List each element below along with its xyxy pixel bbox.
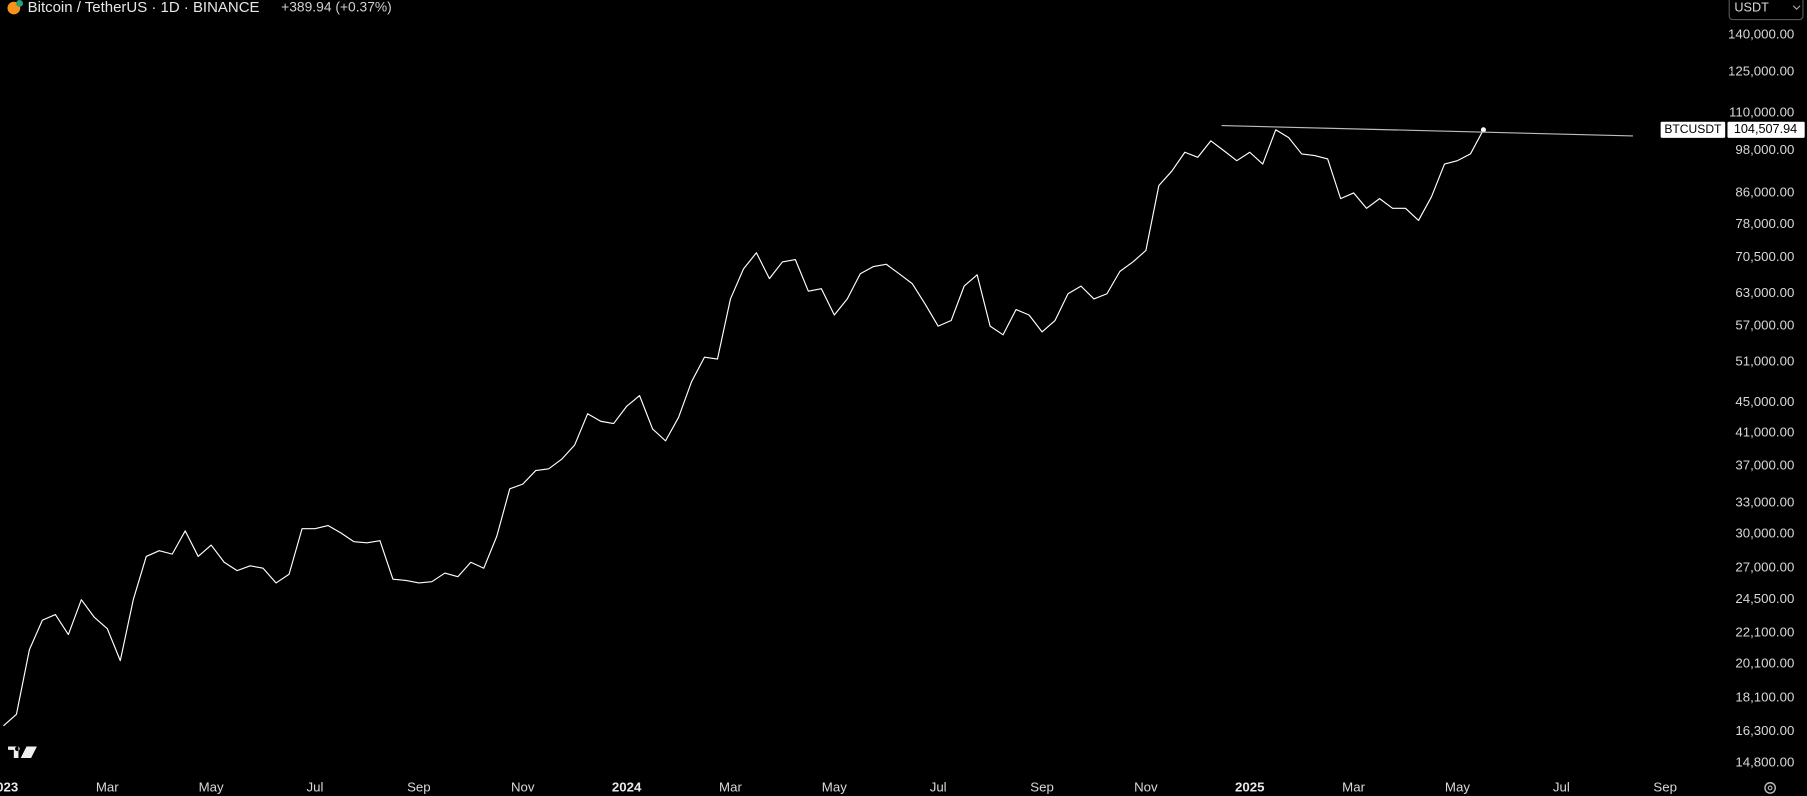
y-tick-label: 110,000.00 <box>1729 105 1794 120</box>
x-tick-label: 2023 <box>0 779 18 794</box>
y-tick-label: 41,000.00 <box>1735 424 1794 439</box>
x-tick-label: May <box>199 779 224 794</box>
trend-line <box>1221 124 1633 137</box>
y-tick-label: 20,100.00 <box>1735 655 1794 670</box>
x-tick-label: Sep <box>407 779 431 794</box>
y-tick-label: 57,000.00 <box>1735 318 1794 333</box>
x-tick-label: Nov <box>1134 779 1158 794</box>
x-tick-label: Sep <box>1030 779 1054 794</box>
last-price-badge <box>1727 121 1805 138</box>
currency-dropdown[interactable] <box>1728 0 1804 21</box>
tv-logo[interactable] <box>8 746 37 758</box>
y-tick-label: 63,000.00 <box>1735 285 1794 300</box>
y-tick-label: 33,000.00 <box>1735 495 1794 510</box>
last-price-dot <box>1480 127 1486 133</box>
y-tick-label: 27,000.00 <box>1735 560 1794 575</box>
y-tick-label: 78,000.00 <box>1735 216 1794 231</box>
y-tick-label: 16,300.00 <box>1735 723 1794 738</box>
y-tick-label: 98,000.00 <box>1735 142 1794 157</box>
y-tick-label: 140,000.00 <box>1728 27 1794 42</box>
y-tick-label: 30,000.00 <box>1735 526 1794 541</box>
x-tick-label: Nov <box>511 779 535 794</box>
price-line <box>3 129 1484 727</box>
y-tick-label: 14,800.00 <box>1735 754 1794 769</box>
dropdown-arrow <box>1792 5 1801 11</box>
settings-icon-center <box>1767 785 1773 791</box>
chart-title: Bitcoin / TetherUS · 1D · BINANCE <box>28 0 260 16</box>
y-tick-label: 37,000.00 <box>1735 458 1794 473</box>
y-tick-label: 18,100.00 <box>1735 689 1794 704</box>
x-tick-label: Jul <box>307 779 324 794</box>
y-tick-label: 86,000.00 <box>1735 184 1794 199</box>
symbol-badge <box>1660 121 1726 138</box>
y-tick-label: 125,000.00 <box>1728 63 1794 78</box>
currency-label: USDT <box>1734 0 1769 14</box>
y-tick-label: 24,500.00 <box>1735 591 1794 606</box>
x-tick-label: 2025 <box>1235 779 1264 794</box>
x-tick-label: 2024 <box>612 779 642 794</box>
x-tick-label: Mar <box>719 779 742 794</box>
price-change: +389.94 (+0.37%) <box>281 0 392 15</box>
x-tick-label: Mar <box>96 779 119 794</box>
last-price-label: 104,507.94 <box>1734 122 1797 136</box>
x-tick-label: May <box>822 779 847 794</box>
x-tick-label: Mar <box>1342 779 1365 794</box>
x-tick-label: May <box>1445 779 1470 794</box>
y-tick-label: 22,100.00 <box>1735 625 1794 640</box>
plot <box>3 127 1486 727</box>
symbol-label: BTCUSDT <box>1664 122 1722 136</box>
y-tick-label: 45,000.00 <box>1735 394 1794 409</box>
x-tick-label: Jul <box>1553 779 1570 794</box>
tether-icon <box>16 0 24 7</box>
settings-icon[interactable] <box>1764 782 1776 794</box>
x-tick-label: Jul <box>930 779 947 794</box>
y-tick-label: 70,500.00 <box>1735 249 1794 264</box>
x-tick-label: Sep <box>1653 779 1677 794</box>
y-tick-label: 51,000.00 <box>1735 354 1794 369</box>
